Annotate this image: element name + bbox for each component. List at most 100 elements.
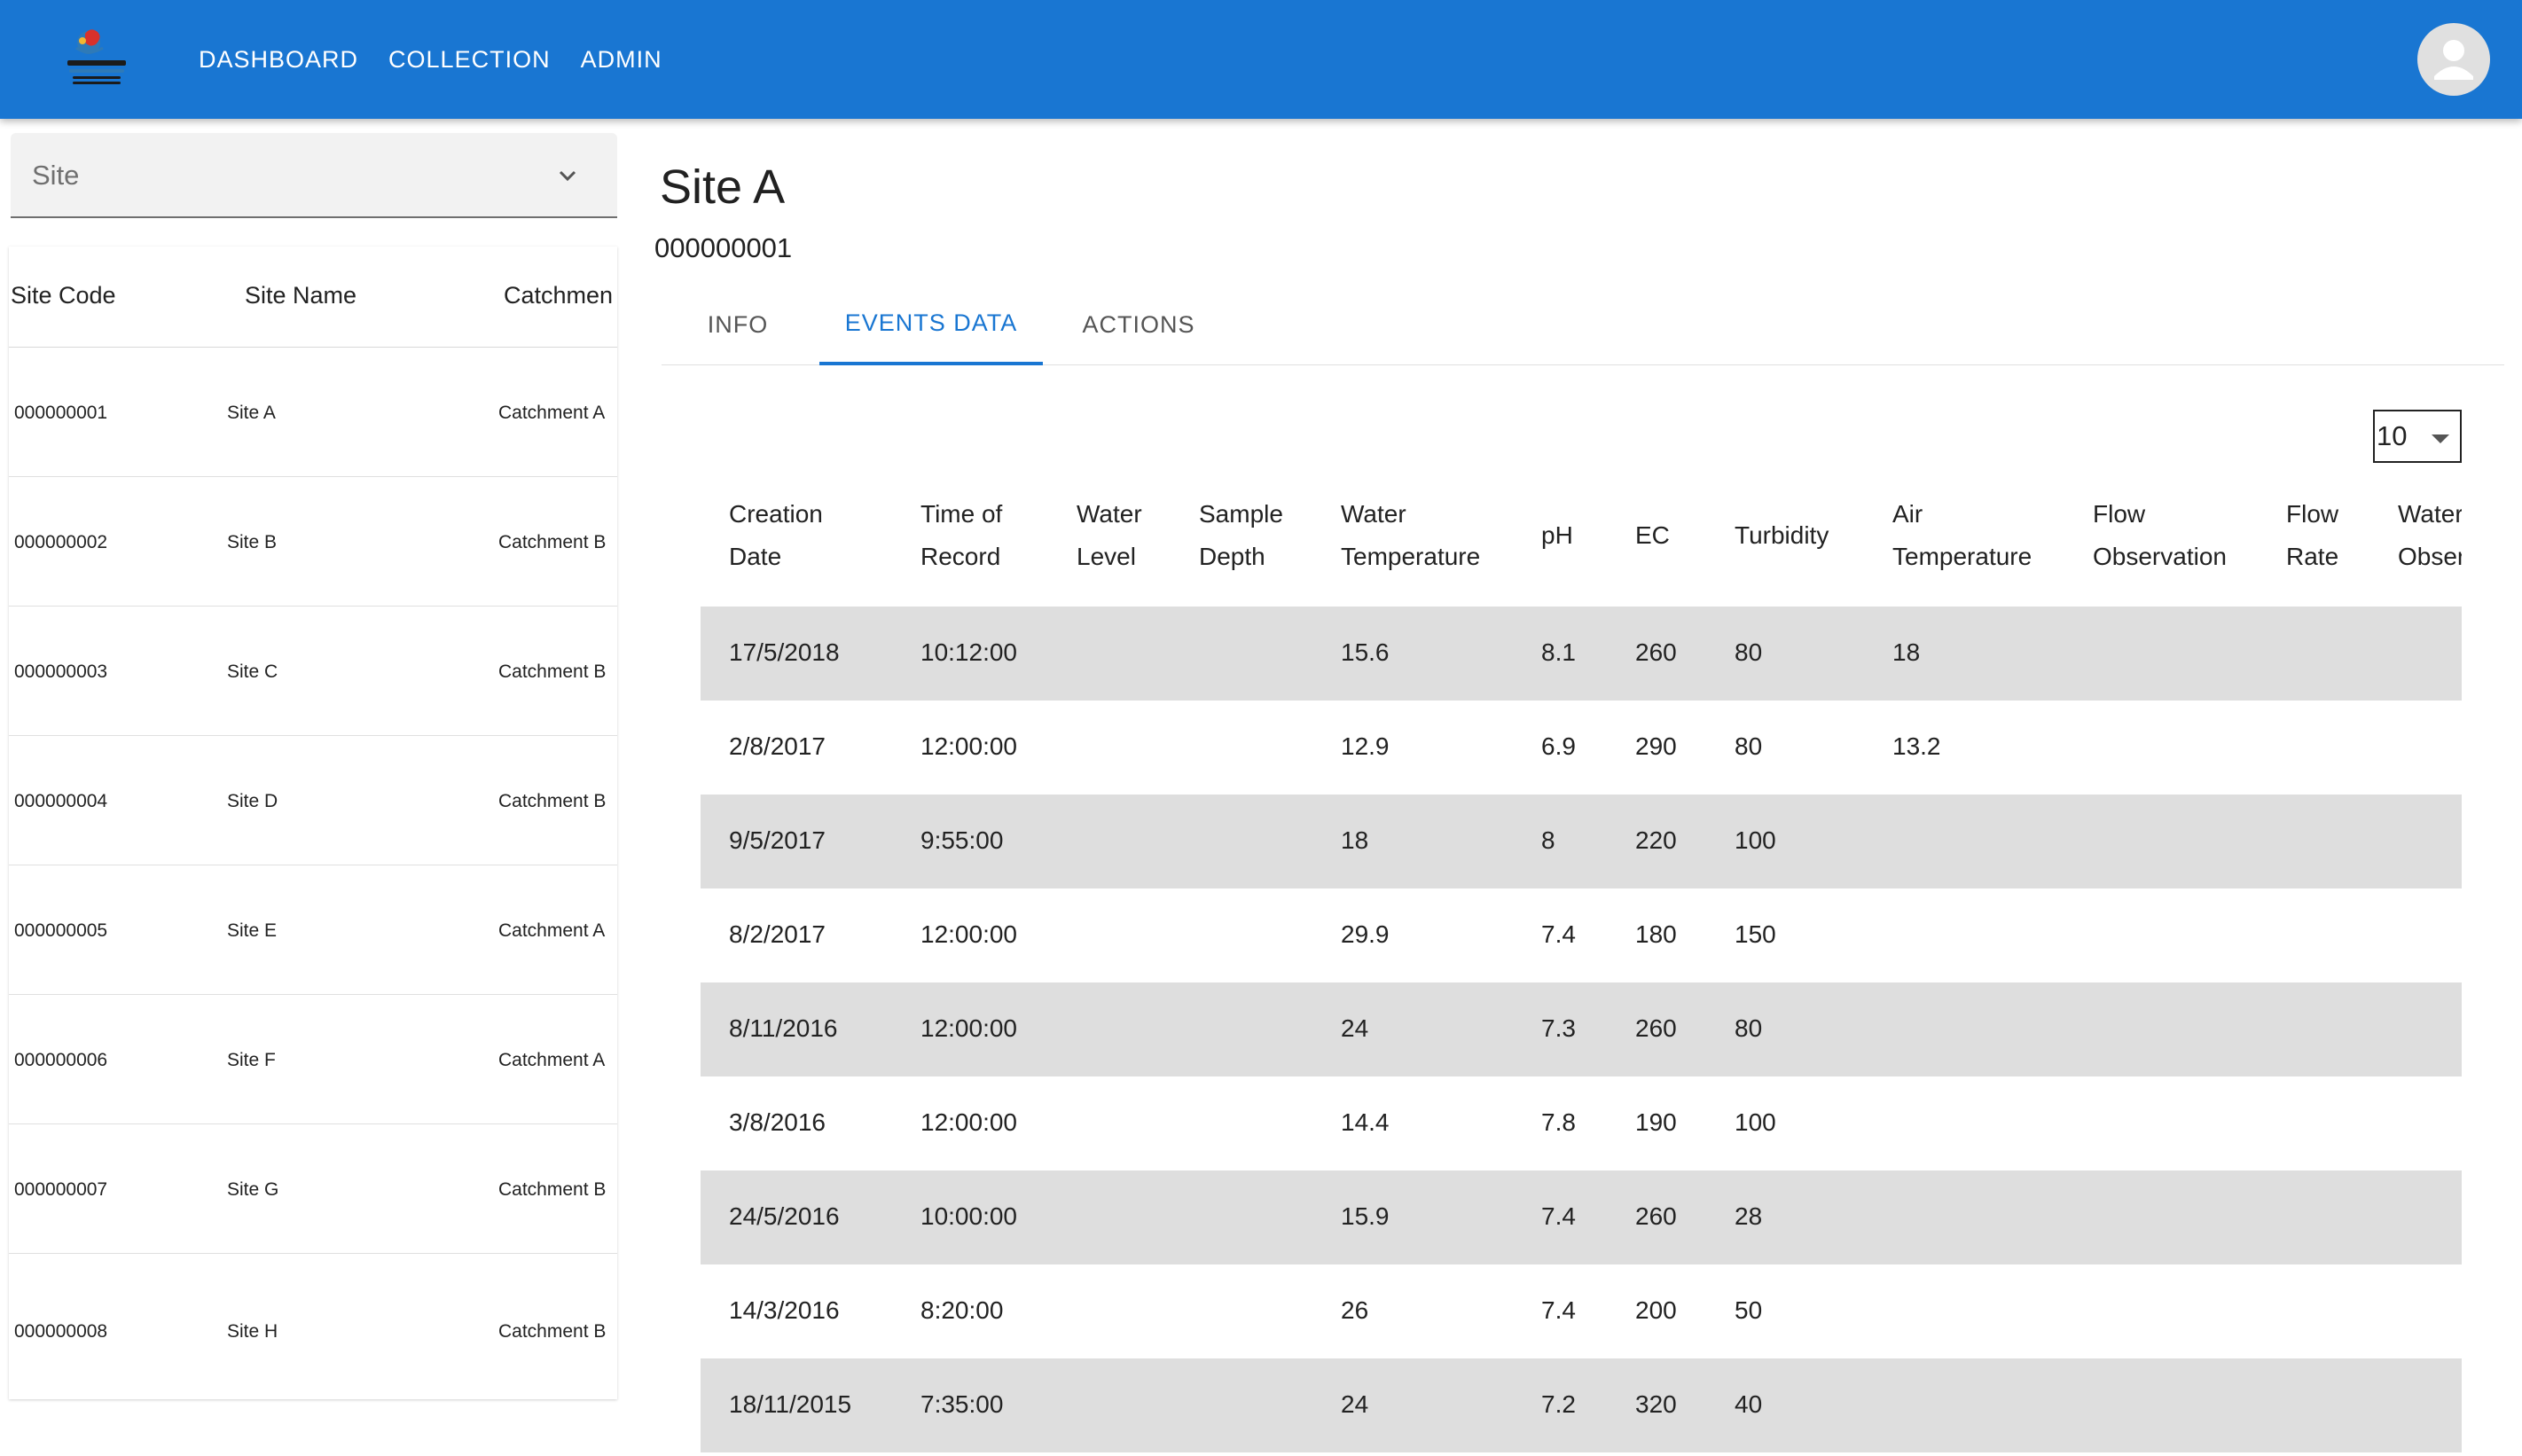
cell-time-of-record: 8:20:00 [920,1296,1004,1324]
header-water-temperature[interactable]: Water Temperature [1341,500,1481,570]
table-row[interactable]: 8/2/2017 12:00:00 29.9 7.4 180 150 [701,888,2462,982]
header-flow-rate[interactable]: Flow Rate [2286,500,2339,570]
main-nav: DASHBOARD COLLECTION ADMIN [199,0,693,119]
header-sample-depth[interactable]: Sample Depth [1199,500,1283,570]
site-table: Site Code Site Name Catchmen 000000001 S… [9,247,617,1399]
header-site-code[interactable]: Site Code [11,282,116,309]
cell-air-temperature: 18 [1892,638,1921,666]
site-name-cell: Site A [227,403,276,423]
header-creation-date[interactable]: Creation Date [729,500,823,570]
header-site-name[interactable]: Site Name [245,282,357,309]
cell-water-temperature: 14.4 [1341,1108,1390,1136]
cell-water-temperature: 26 [1341,1296,1369,1324]
catchment-cell: Catchment A [498,403,606,423]
cell-ec: 220 [1635,826,1677,854]
header-turbidity[interactable]: Turbidity [1735,521,1829,549]
cell-time-of-record: 12:00:00 [920,920,1017,948]
catchment-cell: Catchment B [498,1321,607,1342]
events-table: Creation Date Time of Record Water Level Sa… [701,479,2462,1456]
app-bar: DASHBOARD COLLECTION ADMIN [0,0,2522,119]
account-avatar[interactable] [2417,23,2490,96]
table-row[interactable]: 000000006 Site F Catchment A [9,995,617,1124]
cell-ec: 200 [1635,1296,1677,1324]
table-row[interactable]: 2/8/2017 12:00:00 12.9 6.9 290 80 13.2 [701,701,2462,795]
catchment-cell: Catchment A [498,920,606,941]
cell-ph: 7.4 [1541,1296,1576,1324]
cell-ph: 7.8 [1541,1108,1576,1136]
table-row[interactable]: 000000007 Site G Catchment B [9,1124,617,1254]
site-name-cell: Site B [227,532,278,552]
table-row[interactable]: 000000003 Site C Catchment B [9,607,617,736]
site-table-header: Site Code Site Name Catchmen [9,247,617,348]
header-ph[interactable]: pH [1541,521,1573,549]
table-row[interactable]: 000000002 Site B Catchment B [9,477,617,607]
nav-dashboard[interactable]: DASHBOARD [199,45,359,73]
cell-water-temperature: 24 [1341,1390,1369,1418]
cell-time-of-record: 12:00:00 [920,732,1017,760]
table-row[interactable]: 17/5/2018 10:12:00 15.6 8.1 260 80 18 [701,607,2462,701]
table-row[interactable]: 000000008 Site H Catchment B [9,1254,617,1383]
site-code-cell: 000000004 [14,791,108,811]
table-row[interactable]: 000000004 Site D Catchment B [9,736,617,865]
table-row[interactable]: 14/3/2016 8:20:00 26 7.4 200 50 [701,1264,2462,1358]
header-flow-observation[interactable]: Flow Observation [2093,500,2227,570]
nav-collection[interactable]: COLLECTION [388,45,551,73]
site-code-cell: 000000002 [14,532,108,552]
caret-down-icon [2432,434,2449,443]
site-name-cell: Site H [227,1321,278,1342]
cell-ph: 6.9 [1541,732,1576,760]
cell-ph: 7.4 [1541,920,1576,948]
catchment-cell: Catchment B [498,791,607,811]
site-name-cell: Site E [227,920,278,941]
table-row[interactable]: 000000005 Site E Catchment A [9,865,617,995]
table-row[interactable]: 8/11/2016 12:00:00 24 7.3 260 80 [701,982,2462,1076]
cell-turbidity: 50 [1735,1296,1763,1324]
header-air-temperature[interactable]: Air Temperature [1892,500,2032,570]
cell-water-temperature: 15.9 [1341,1202,1390,1230]
site-code-cell: 000000006 [14,1050,108,1070]
tab-events-data[interactable]: EVENTS DATA [819,284,1043,365]
nav-admin[interactable]: ADMIN [580,45,662,73]
cell-time-of-record: 9:55:00 [920,826,1004,854]
site-select-label: Site [32,160,80,191]
tab-actions[interactable]: ACTIONS [1082,310,1195,338]
table-row[interactable]: 24/5/2016 10:00:00 15.9 7.4 260 28 [701,1170,2462,1264]
cell-turbidity: 100 [1735,826,1776,854]
rows-per-page-select[interactable]: 10 [2373,410,2462,463]
catchment-cell: Catchment B [498,1179,607,1200]
header-ec[interactable]: EC [1635,521,1670,549]
cell-creation-date: 3/8/2016 [729,1108,826,1136]
cell-water-temperature: 18 [1341,826,1369,854]
site-select[interactable]: Site [11,133,617,218]
cell-ph: 8.1 [1541,638,1576,666]
site-code-cell: 000000005 [14,920,108,941]
header-time-of-record[interactable]: Time of Record [920,500,1003,570]
cell-creation-date: 14/3/2016 [729,1296,840,1324]
cell-turbidity: 80 [1735,732,1763,760]
catchment-cell: Catchment A [498,1050,606,1070]
cell-creation-date: 2/8/2017 [729,732,826,760]
cell-creation-date: 18/11/2015 [729,1390,852,1418]
header-catchment[interactable]: Catchmen [504,282,614,309]
cell-ec: 180 [1635,920,1677,948]
tab-info[interactable]: INFO [707,310,769,338]
events-table-header: Creation Date Time of Record Water Level Sa… [701,479,2462,607]
header-water-observation[interactable]: Water Obser [2398,500,2462,570]
table-row[interactable]: 000000001 Site A Catchment A [9,348,617,477]
table-row[interactable]: 18/11/2015 7:35:00 24 7.2 320 40 [701,1358,2462,1452]
table-row[interactable]: 9/5/2017 9:55:00 18 8 220 100 [701,795,2462,888]
cell-turbidity: 80 [1735,1014,1763,1042]
cell-ec: 260 [1635,638,1677,666]
site-code-cell: 000000001 [14,403,108,423]
cell-ph: 7.3 [1541,1014,1576,1042]
queensland-catchments-logo-icon[interactable] [59,21,135,96]
cell-creation-date: 8/11/2016 [729,1014,838,1042]
site-name-cell: Site G [227,1179,279,1200]
cell-ec: 290 [1635,732,1677,760]
cell-ec: 320 [1635,1390,1677,1418]
site-code-cell: 000000007 [14,1179,108,1200]
cell-ph: 7.2 [1541,1390,1576,1418]
site-code-cell: 000000008 [14,1321,108,1342]
table-row[interactable]: 3/8/2016 12:00:00 14.4 7.8 190 100 [701,1076,2462,1170]
header-water-level[interactable]: Water Level [1077,500,1142,570]
